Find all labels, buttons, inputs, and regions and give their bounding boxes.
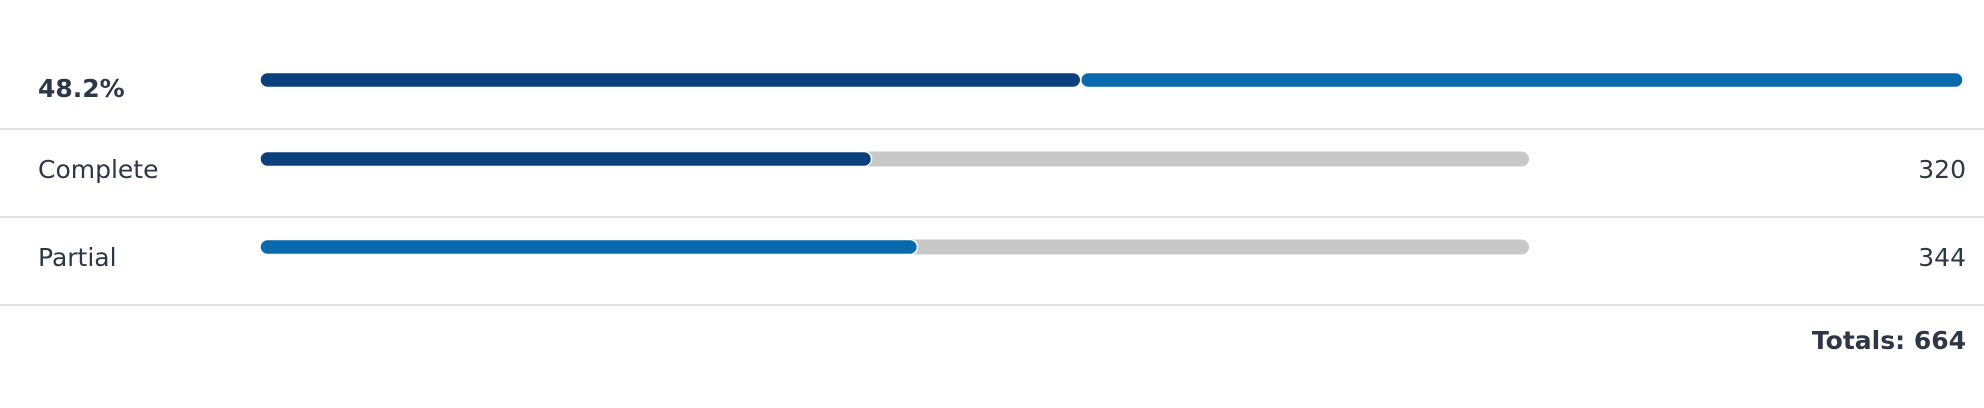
row-value: 320 xyxy=(1918,155,1966,184)
bar-fill xyxy=(259,150,873,168)
row-value: 344 xyxy=(1918,243,1966,272)
stacked-segment xyxy=(259,71,1082,89)
totals-label: Totals: xyxy=(1812,326,1905,355)
headline: 48.2% xyxy=(38,74,125,103)
totals: Totals: 664 xyxy=(1812,326,1966,355)
row-label: Partial xyxy=(38,243,117,272)
bar-fill xyxy=(259,238,919,256)
totals-value: 664 xyxy=(1914,326,1966,355)
row-label: Complete xyxy=(38,155,158,184)
stacked-segment xyxy=(1079,71,1964,89)
